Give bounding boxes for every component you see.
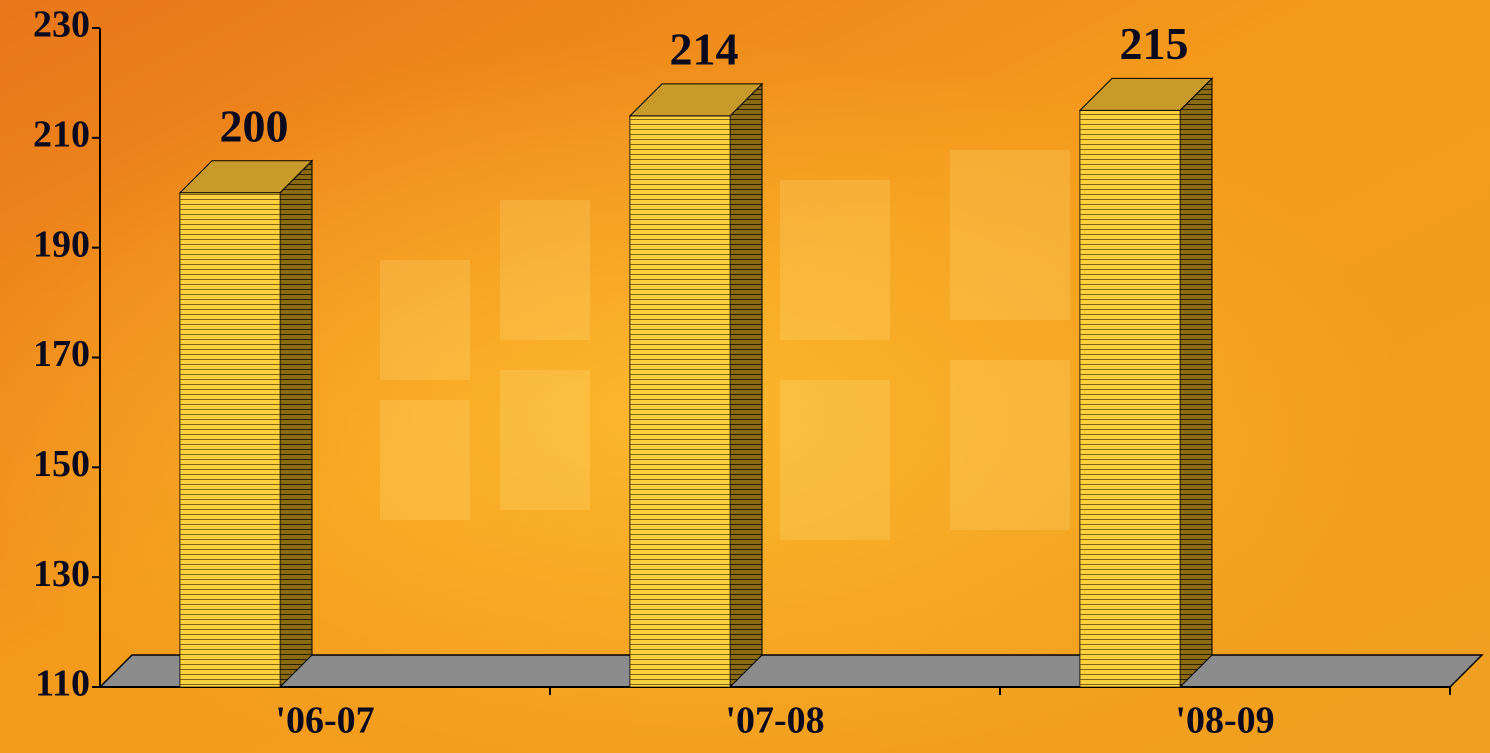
bar-side bbox=[729, 82, 763, 689]
y-tick-label: 110 bbox=[35, 663, 90, 705]
y-tick-label: 150 bbox=[33, 443, 90, 485]
bar bbox=[629, 115, 731, 688]
bar-tint bbox=[1080, 110, 1180, 687]
x-tick-label: '07-08 bbox=[725, 700, 824, 742]
y-tick-label: 130 bbox=[33, 553, 90, 595]
value-label: 214 bbox=[670, 23, 739, 74]
bar-top bbox=[1078, 77, 1214, 111]
bar-side bbox=[279, 159, 313, 689]
x-tick-label: '08-09 bbox=[1175, 700, 1274, 742]
bar-top bbox=[628, 83, 764, 117]
bar bbox=[179, 192, 281, 688]
bar-tint bbox=[630, 115, 730, 687]
bar-side bbox=[1179, 77, 1213, 689]
window-pattern bbox=[380, 150, 1070, 540]
bar-tint bbox=[180, 192, 280, 687]
bar-top bbox=[178, 160, 314, 194]
bar bbox=[1079, 109, 1181, 688]
y-tick-label: 190 bbox=[33, 223, 90, 265]
x-tick-label: '06-07 bbox=[275, 700, 374, 742]
value-label: 215 bbox=[1120, 18, 1189, 69]
y-tick-label: 210 bbox=[33, 114, 90, 156]
y-tick-label: 230 bbox=[33, 4, 90, 46]
y-tick-label: 170 bbox=[33, 333, 90, 375]
value-label: 200 bbox=[220, 100, 289, 151]
